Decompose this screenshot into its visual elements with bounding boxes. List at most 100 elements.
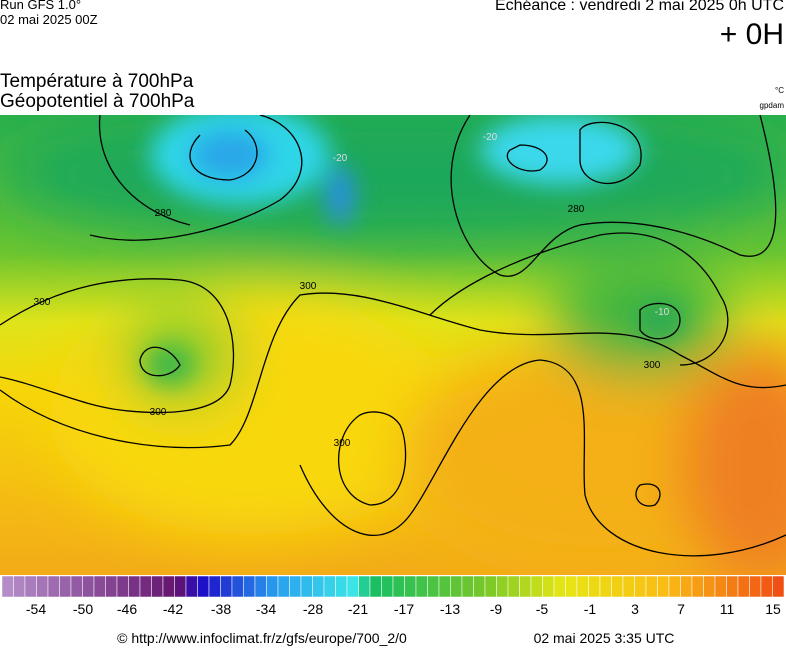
colorbar-label: -38 — [211, 601, 231, 617]
colorbar-box — [496, 575, 509, 598]
colorbar-box — [369, 575, 382, 598]
colorbar-box — [427, 575, 440, 598]
colorbar-box — [588, 575, 601, 598]
forecast: Echéance : vendredi 2 mai 2025 0h UTC — [494, 0, 784, 14]
colorbar-label: -34 — [256, 601, 276, 617]
colorbar-box — [576, 575, 589, 598]
colorbar-box — [197, 575, 210, 598]
footer-generated: 02 mai 2025 3:35 UTC — [534, 630, 675, 646]
colorbar-box — [553, 575, 566, 598]
colorbar-box — [231, 575, 244, 598]
colorbar-label: -1 — [584, 601, 597, 617]
colorbar-box — [668, 575, 681, 598]
run-date: 02 mai 2025 00Z — [0, 12, 98, 27]
colorbar-label: 7 — [677, 601, 685, 617]
contour-label: -20 — [483, 132, 498, 143]
colorbar-box — [128, 575, 141, 598]
unit-geo: gpdam — [759, 101, 784, 110]
colorbar-box — [634, 575, 647, 598]
colorbar: -54 -50 -46 -42 -38 -34 -28 -21 -17 -13 -9 -5 -1 3 7 11… — [1, 575, 785, 646]
colorbar-box — [358, 575, 371, 598]
colorbar-box — [381, 575, 394, 598]
title-temp: Température à 700hPa — [0, 71, 194, 92]
run: Run GFS 1.0° — [0, 0, 82, 12]
colorbar-label: -13 — [440, 601, 460, 617]
colorbar-box — [565, 575, 578, 598]
colorbar-label: -28 — [303, 601, 323, 617]
colorbar-box — [174, 575, 187, 598]
colorbar-box — [749, 575, 762, 598]
contour-label: 280 — [568, 204, 585, 215]
colorbar-box — [139, 575, 152, 598]
colorbar-box — [772, 575, 785, 598]
colorbar-box — [1, 575, 14, 598]
colorbar-box — [599, 575, 612, 598]
title-geo: Géopotentiel à 700hPa — [0, 91, 195, 112]
colorbar-label: -54 — [26, 601, 46, 617]
colorbar-box — [59, 575, 72, 598]
contour-label: 300 — [150, 407, 167, 418]
colorbar-box — [415, 575, 428, 598]
colorbar-box — [254, 575, 267, 598]
colorbar-box — [300, 575, 313, 598]
colorbar-box — [47, 575, 60, 598]
colorbar-box — [484, 575, 497, 598]
footer-source: © http://www.infoclimat.fr/z/gfs/europe/… — [117, 630, 407, 646]
colorbar-box — [323, 575, 336, 598]
colorbar-box — [312, 575, 325, 598]
colorbar-box — [726, 575, 739, 598]
colorbar-label: -42 — [163, 601, 183, 617]
colorbar-box — [151, 575, 164, 598]
colorbar-box — [473, 575, 486, 598]
colorbar-label: -17 — [394, 601, 414, 617]
colorbar-box — [70, 575, 83, 598]
colorbar-box — [542, 575, 555, 598]
contour-label: -20 — [333, 153, 348, 164]
colorbar-box — [519, 575, 532, 598]
temperature-field — [0, 115, 786, 575]
contour-label: 300 — [644, 360, 661, 371]
colorbar-box — [691, 575, 704, 598]
colorbar-box — [277, 575, 290, 598]
colorbar-box — [162, 575, 175, 598]
colorbar-box — [657, 575, 670, 598]
colorbar-box — [645, 575, 658, 598]
colorbar-box — [530, 575, 543, 598]
colorbar-box — [36, 575, 49, 598]
colorbar-box — [105, 575, 118, 598]
colorbar-box — [220, 575, 233, 598]
contour-label: 280 — [155, 208, 172, 219]
colorbar-box — [703, 575, 716, 598]
unit-temp: °C — [775, 86, 784, 95]
colorbar-box — [93, 575, 106, 598]
colorbar-box — [335, 575, 348, 598]
colorbar-box — [404, 575, 417, 598]
colorbar-box — [461, 575, 474, 598]
colorbar-box — [82, 575, 95, 598]
colorbar-box — [450, 575, 463, 598]
colorbar-box — [438, 575, 451, 598]
colorbar-label: -50 — [73, 601, 93, 617]
colorbar-box — [680, 575, 693, 598]
colorbar-label: -21 — [348, 601, 368, 617]
colorbar-box — [507, 575, 520, 598]
lead-time: + 0H — [719, 18, 784, 51]
contour-label: -10 — [655, 307, 670, 318]
colorbar-box — [289, 575, 302, 598]
colorbar-label: 11 — [720, 601, 735, 617]
map: 300 300 300 300 300 280 280 -20 -20 -10 — [0, 115, 786, 575]
colorbar-box — [13, 575, 26, 598]
colorbar-box — [622, 575, 635, 598]
colorbar-box — [185, 575, 198, 598]
geopotential-contours — [0, 115, 786, 557]
colorbar-label: 15 — [765, 601, 781, 617]
colorbar-box — [208, 575, 221, 598]
colorbar-box — [611, 575, 624, 598]
colorbar-box — [24, 575, 37, 598]
colorbar-label: 3 — [631, 601, 639, 617]
colorbar-box — [116, 575, 129, 598]
contour-label: 300 — [334, 438, 351, 449]
colorbar-box — [392, 575, 405, 598]
colorbar-box — [760, 575, 773, 598]
